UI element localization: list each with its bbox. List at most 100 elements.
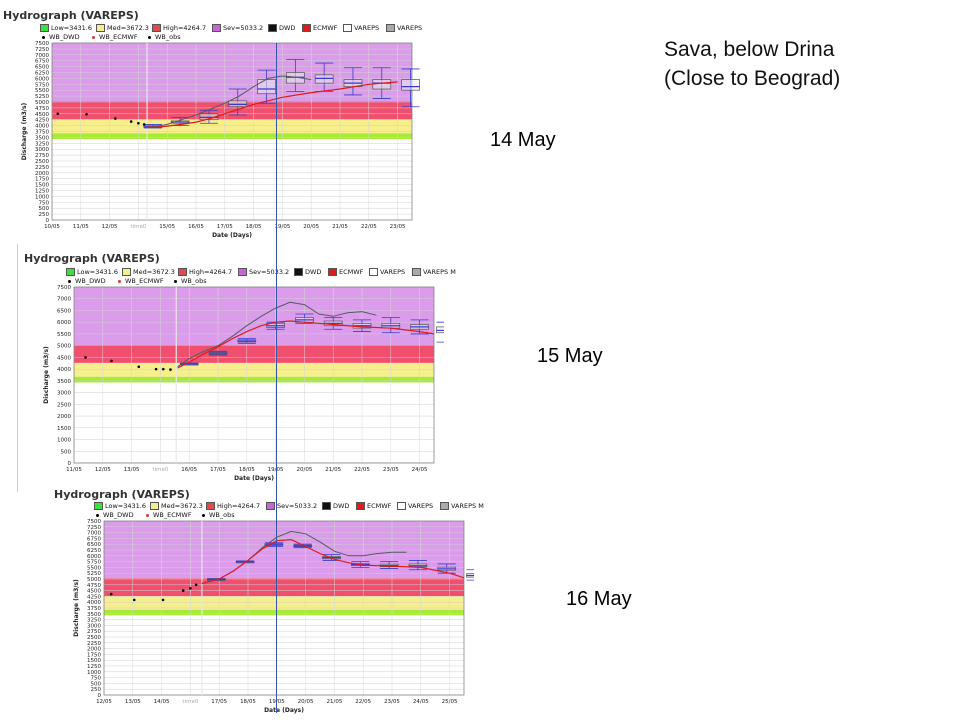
legend-sev: Sev=5033.2 (277, 502, 318, 510)
legend-wb-ecmwf: WB_ECMWF (125, 277, 164, 285)
y-tick-label: 500 (91, 681, 102, 687)
high-band (74, 344, 434, 363)
chart-title: Hydrograph (VAREPS) (54, 488, 190, 501)
x-tick-label: 17/05 (210, 467, 226, 473)
location-line-1: Sava, below Drina (664, 38, 835, 61)
y-tick-label: 7500 (57, 285, 71, 291)
y-tick-label: 1000 (87, 670, 101, 676)
low-band (104, 609, 464, 616)
y-tick-label: 2000 (35, 171, 49, 177)
y-tick-label: 5500 (35, 88, 49, 94)
y-tick-label: 1750 (87, 652, 101, 658)
x-tick-label: 15/05 (159, 224, 175, 230)
x-tick-label: 16/05 (188, 224, 204, 230)
observed-point (114, 117, 117, 120)
x-tick-label: 18/05 (239, 467, 255, 473)
observed-point (154, 367, 158, 371)
y-tick-label: 6000 (87, 554, 101, 560)
y-tick-label: 2250 (87, 641, 101, 647)
x-tick-label: 13/05 (125, 699, 141, 705)
y-tick-label: 7250 (87, 525, 101, 531)
legend-dwd: DWD (305, 268, 322, 276)
y-tick-label: 0 (68, 461, 72, 467)
observed-point (85, 112, 88, 116)
x-tick-label: 12/05 (102, 224, 118, 230)
observed-point (132, 598, 136, 602)
legend-vareps-m: VAREPS M (423, 268, 456, 276)
panel-caption-3: 16 May (566, 588, 632, 610)
panel-separator (17, 244, 18, 492)
y-tick-label: 3250 (35, 141, 49, 147)
x-tick-label: 11/05 (73, 224, 89, 230)
y-tick-label: 3000 (57, 391, 71, 397)
y-tick-label: 4000 (57, 367, 71, 373)
observed-point (110, 359, 113, 363)
x-axis-label: Date (Days) (212, 232, 252, 239)
y-tick-label: 3250 (87, 618, 101, 624)
y-tick-label: 4500 (35, 112, 49, 118)
plot-frame (103, 520, 465, 696)
legend-ecmwf: ECMWF (367, 502, 392, 510)
legend-wb-ecmwf: WB_ECMWF (153, 511, 192, 519)
y-tick-label: 1000 (35, 194, 49, 200)
legend-med: Med=3672.3 (107, 24, 149, 32)
observed-point (129, 120, 133, 123)
y-tick-label: 5000 (57, 344, 71, 350)
y-tick-label: 6500 (87, 542, 101, 548)
y-tick-label: 750 (91, 676, 102, 682)
x-tick-label: 17/05 (211, 699, 227, 705)
severe-band (74, 287, 434, 345)
legend-high: High=4264.7 (189, 268, 233, 276)
y-tick-label: 7000 (87, 531, 101, 537)
legend-wb-dwd: WB_DWD (75, 277, 106, 285)
y-tick-label: 250 (39, 212, 50, 218)
y-tick-label: 7250 (35, 47, 49, 53)
x-tick-label: 19/05 (269, 699, 285, 705)
legend-wb-dwd: WB_DWD (49, 33, 80, 41)
legend-med: Med=3672.3 (133, 268, 175, 276)
observed-point (189, 586, 192, 590)
legend-vareps: VAREPS (354, 24, 380, 32)
y-tick-label: 5250 (35, 94, 49, 100)
ensemble-box (257, 79, 276, 95)
x-tick-label: time0 (152, 467, 168, 473)
panel-caption-2: 15 May (537, 345, 603, 367)
y-tick-label: 5750 (35, 82, 49, 88)
y-tick-label: 6750 (87, 536, 101, 542)
x-tick-label: 25/05 (442, 699, 458, 705)
medium-band (52, 119, 412, 134)
x-tick-label: 18/05 (246, 224, 262, 230)
dwd-line (177, 301, 377, 368)
x-tick-label: 17/05 (217, 224, 233, 230)
y-tick-label: 0 (98, 693, 102, 699)
x-tick-label: 24/05 (413, 699, 429, 705)
chart-title: Hydrograph (VAREPS) (24, 252, 160, 265)
y-tick-label: 1250 (87, 664, 101, 670)
plot-frame (51, 42, 413, 221)
y-tick-label: 3000 (87, 623, 101, 629)
y-tick-label: 1250 (35, 189, 49, 195)
legend-high: High=4264.7 (217, 502, 261, 510)
y-tick-label: 2000 (57, 414, 71, 420)
y-tick-label: 7000 (35, 53, 49, 59)
legend-wb-dwd: WB_DWD (103, 511, 134, 519)
y-tick-label: 2500 (87, 635, 101, 641)
medium-band (74, 362, 434, 377)
y-tick-label: 5500 (87, 565, 101, 571)
y-tick-label: 4750 (87, 583, 101, 589)
x-axis-label: Date (Days) (234, 475, 274, 482)
y-tick-label: 7000 (57, 297, 71, 303)
x-tick-label: 12/05 (96, 699, 112, 705)
plot-frame (73, 286, 435, 464)
y-tick-label: 3500 (35, 135, 49, 141)
y-tick-label: 500 (39, 206, 50, 212)
observed-point (142, 123, 146, 126)
hydrograph-chart-15-may: 0 500 1000 1500 2000 2500 3000 3500 4000 4500 5000… (43, 285, 444, 482)
observed-point (109, 592, 113, 596)
x-tick-label: 16/05 (181, 467, 197, 473)
y-tick-label: 250 (91, 687, 102, 693)
high-band (52, 101, 412, 120)
y-tick-label: 2500 (35, 159, 49, 165)
x-tick-label: 13/05 (124, 467, 140, 473)
x-tick-label: 14/05 (154, 699, 170, 705)
